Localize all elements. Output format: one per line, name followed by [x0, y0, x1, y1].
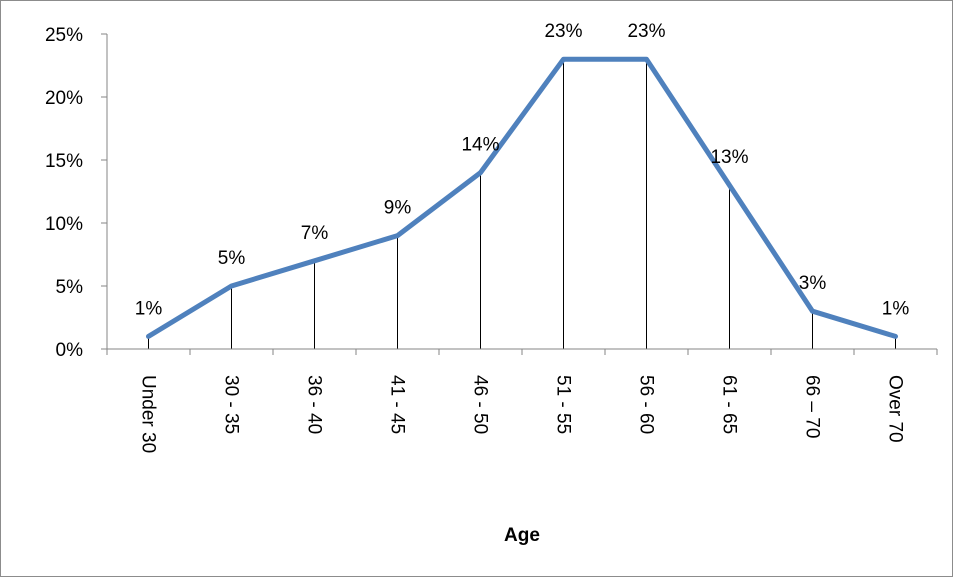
data-label: 13% — [710, 147, 748, 168]
data-label: 9% — [384, 198, 412, 219]
x-tick-label: 46 - 50 — [470, 375, 491, 434]
x-axis-tick-labels: Under 30 30 - 35 36 - 40 41 - 45 46 - 50 51 -… — [138, 375, 906, 453]
x-tick-label: 41 - 45 — [387, 375, 408, 434]
data-label: 7% — [301, 223, 329, 244]
x-tick-label: Under 30 — [138, 375, 159, 453]
data-label: 1% — [135, 298, 163, 319]
y-tick-label: 5% — [56, 277, 84, 298]
y-tick-label: 25% — [45, 25, 83, 46]
x-tick-label: 36 - 40 — [304, 375, 325, 434]
y-tick-label: 10% — [45, 214, 83, 235]
data-label: 3% — [799, 273, 827, 294]
x-tick-label: 56 - 60 — [636, 375, 657, 434]
drop-lines — [148, 59, 896, 349]
data-label: 1% — [882, 298, 910, 319]
y-axis-ticks — [101, 33, 107, 350]
y-tick-label: 0% — [56, 340, 84, 361]
data-label: 5% — [218, 248, 246, 269]
x-tick-label: 30 - 35 — [221, 375, 242, 434]
data-label: 23% — [544, 21, 582, 42]
x-axis-title: Age — [504, 525, 540, 546]
data-label: 14% — [461, 135, 499, 156]
x-tick-label: 51 - 55 — [553, 375, 574, 434]
y-axis-tick-labels: 0% 5% 10% 15% 20% 25% — [45, 25, 83, 361]
y-tick-label: 20% — [45, 88, 83, 109]
data-label: 23% — [627, 21, 665, 42]
x-tick-label: Over 70 — [885, 375, 906, 443]
x-tick-label: 61 - 65 — [719, 375, 740, 434]
x-tick-label: 66 – 70 — [802, 375, 823, 438]
series-line — [146, 56, 898, 339]
y-tick-label: 15% — [45, 151, 83, 172]
data-labels: 1% 5% 7% 9% 14% 23% 23% 13% 3% 1% — [135, 21, 910, 319]
x-axis-ticks — [106, 349, 938, 355]
